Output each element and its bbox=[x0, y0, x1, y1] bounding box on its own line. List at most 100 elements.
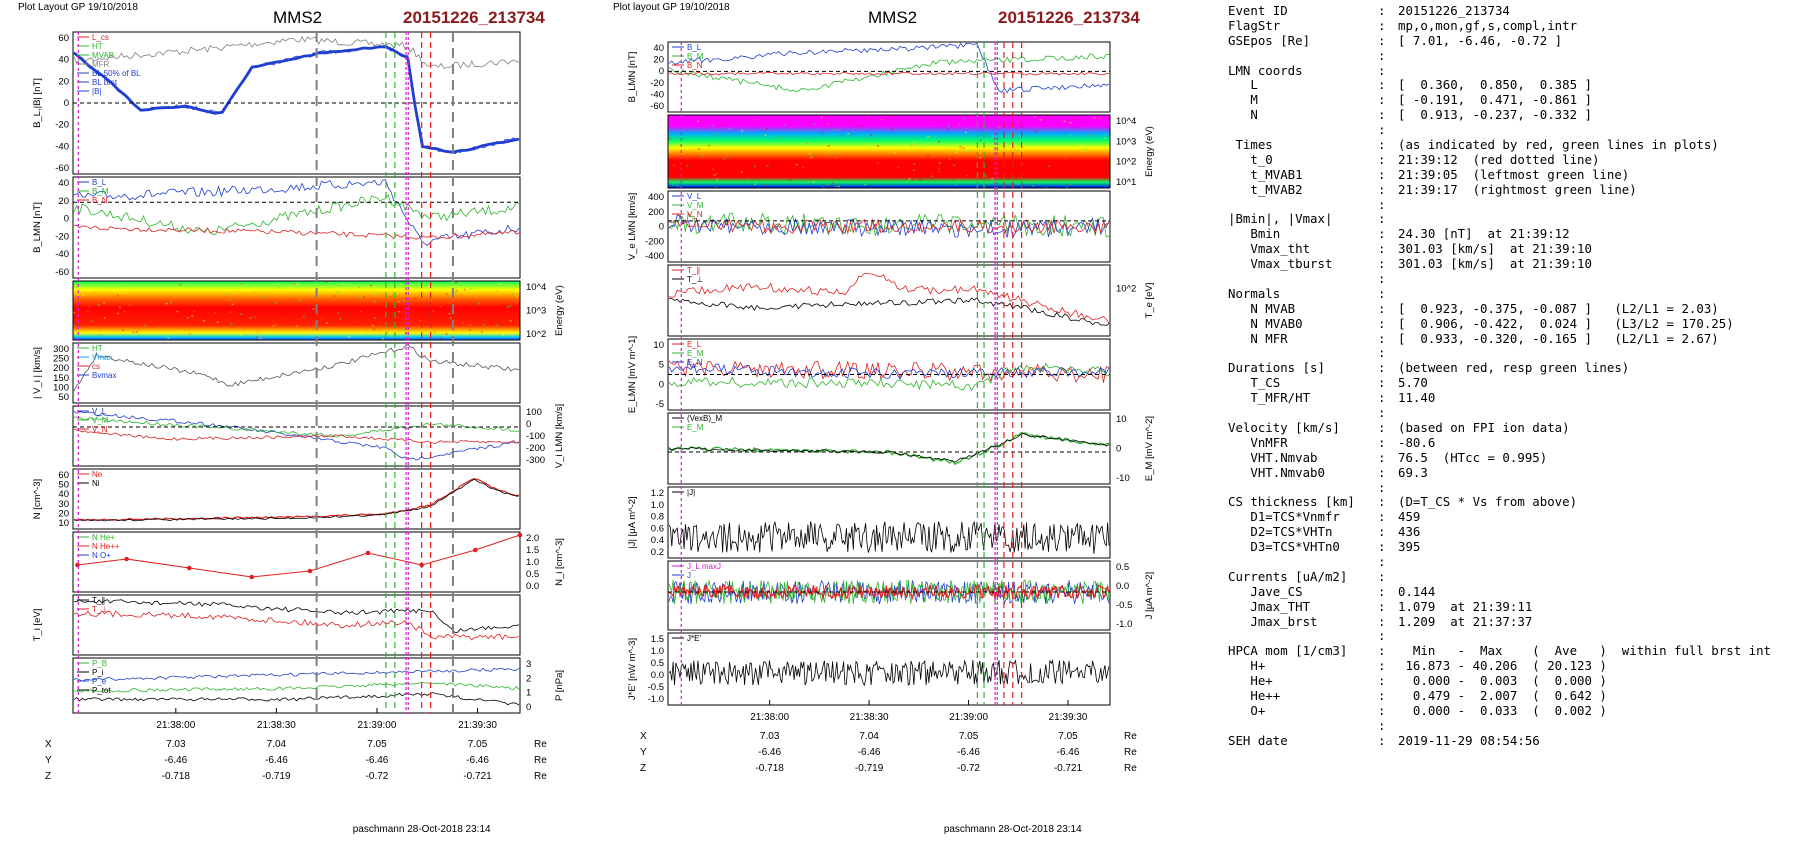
spec-speckle bbox=[122, 329, 125, 331]
spec-speckle bbox=[374, 317, 377, 319]
spec-speckle bbox=[284, 312, 287, 314]
tick-label: 10^3 bbox=[526, 306, 546, 317]
series-line-1 bbox=[668, 297, 1110, 326]
legend-entry: L_cs bbox=[92, 33, 109, 42]
coord-unit: Re bbox=[534, 755, 547, 766]
tick-label: 60 bbox=[58, 33, 69, 44]
spec-speckle bbox=[859, 125, 862, 127]
spec-speckle bbox=[382, 338, 384, 340]
info-value: [ 0.360, 0.850, 0.385 ] bbox=[1398, 77, 1592, 93]
coord-value: 7.05 bbox=[468, 739, 488, 750]
legend-entry: N O+ bbox=[92, 551, 111, 560]
spec-speckle bbox=[118, 306, 121, 309]
spec-speckle bbox=[325, 322, 328, 324]
spec-speckle bbox=[188, 333, 191, 335]
series-line-0 bbox=[668, 273, 1110, 324]
tick-label: 3 bbox=[526, 659, 531, 670]
spec-speckle bbox=[97, 304, 100, 306]
spec-speckle bbox=[1090, 133, 1093, 136]
tick-label: 10^2 bbox=[1116, 284, 1136, 295]
spec-speckle bbox=[123, 310, 126, 313]
spec-speckle bbox=[753, 165, 756, 168]
panel-frame bbox=[72, 176, 521, 279]
spec-speckle bbox=[728, 128, 731, 130]
time-tick-label: 21:39:30 bbox=[1049, 712, 1088, 723]
tick-label: 0 bbox=[659, 379, 664, 390]
spec-speckle bbox=[277, 283, 280, 285]
info-colon: : bbox=[1378, 405, 1386, 421]
axis-label: V_i LMN [km/s] bbox=[554, 404, 565, 468]
tick-label: 20 bbox=[58, 508, 69, 519]
spec-speckle bbox=[877, 145, 880, 147]
spec-speckle bbox=[911, 143, 914, 146]
spec-speckle bbox=[73, 324, 76, 326]
coord-value: 7.04 bbox=[859, 731, 879, 742]
spec-speckle bbox=[295, 325, 298, 327]
spec-speckle bbox=[931, 175, 933, 177]
panel-frame bbox=[72, 531, 521, 593]
spec-speckle bbox=[723, 158, 726, 160]
spec-speckle bbox=[359, 322, 362, 324]
coord-unit: Re bbox=[1124, 731, 1137, 742]
axis-label: Energy (eV) bbox=[1144, 126, 1155, 177]
spec-speckle bbox=[766, 164, 769, 167]
info-row: VHT.Nmvab:76.5 (HTcc = 0.995) bbox=[1228, 449, 1798, 466]
coord-value: -6.46 bbox=[1057, 747, 1080, 758]
spec-speckle bbox=[802, 166, 804, 169]
axis-label: B_L,|B| [nT] bbox=[32, 78, 43, 128]
series-line-0 bbox=[668, 659, 1110, 687]
spec-speckle bbox=[912, 169, 915, 171]
coord-value: -0.718 bbox=[755, 763, 784, 774]
spec-speckle bbox=[985, 175, 988, 177]
spec-speckle bbox=[740, 163, 743, 165]
info-row: HPCA mom [1/cm3]: Min - Max ( Ave ) with… bbox=[1228, 643, 1798, 659]
spec-speckle bbox=[498, 283, 501, 285]
coord-row-label: Z bbox=[640, 763, 646, 774]
info-colon: : bbox=[1378, 449, 1386, 465]
info-row: FlagStr: mp,o,mon,gf,s,compl,intr bbox=[1228, 18, 1798, 34]
spec-speckle bbox=[445, 333, 448, 335]
spec-speckle bbox=[363, 296, 366, 299]
spec-speckle bbox=[1047, 165, 1050, 168]
spec-speckle bbox=[672, 184, 675, 186]
spec-speckle bbox=[253, 316, 256, 318]
spec-speckle bbox=[445, 293, 448, 295]
spec-speckle bbox=[811, 154, 814, 156]
spec-speckle bbox=[847, 132, 850, 135]
tick-label: 300 bbox=[53, 344, 69, 355]
tick-label: 20 bbox=[58, 76, 69, 87]
info-value: 21:39:05 (leftmost green line) bbox=[1398, 166, 1630, 182]
series-line-0 bbox=[668, 432, 1110, 466]
info-row: : bbox=[1228, 480, 1798, 496]
tick-label: 30 bbox=[58, 499, 69, 510]
spec-speckle bbox=[1066, 186, 1069, 188]
spec-speckle bbox=[1065, 157, 1068, 160]
spec-speckle bbox=[191, 315, 194, 317]
spec-speckle bbox=[291, 281, 294, 284]
info-colon: : bbox=[1378, 687, 1386, 703]
info-colon: : bbox=[1378, 211, 1386, 227]
info-key: t_MVAB2 bbox=[1228, 182, 1303, 197]
info-key: GSEpos [Re] bbox=[1228, 33, 1311, 48]
spec-speckle bbox=[958, 123, 961, 125]
info-row: : bbox=[1228, 346, 1798, 361]
spec-speckle bbox=[741, 130, 744, 132]
info-key bbox=[1228, 123, 1378, 138]
tick-label: 250 bbox=[53, 354, 69, 365]
spec-speckle bbox=[123, 291, 126, 293]
legend-entry: B_N bbox=[687, 61, 703, 70]
footer-text: paschmann 28-Oct-2018 23:14 bbox=[944, 824, 1082, 835]
info-value: (based on FPI ion data) bbox=[1398, 419, 1570, 435]
tick-label: -0.5 bbox=[1116, 600, 1132, 611]
info-row: Velocity [km/s]: (based on FPI ion data) bbox=[1228, 419, 1798, 436]
info-value: (D=T_CS * Vs from above) bbox=[1398, 494, 1578, 510]
info-row: D2=TCS*VHTn:436 bbox=[1228, 524, 1798, 540]
series-line-1 bbox=[73, 610, 520, 641]
spec-speckle bbox=[336, 291, 339, 293]
panel-5: 10 0 -10 E_M [mV m^-2] (VexB)_ME_M bbox=[667, 412, 1155, 485]
info-row: Times: (as indicated by red, green lines … bbox=[1228, 137, 1798, 153]
panel-1: 40 20 0 -20 -40 -60 B_LMN [nT] B_LB_MB_N bbox=[32, 176, 521, 279]
info-value: 0.479 - 2.007 ( 0.642 ) bbox=[1398, 687, 1607, 703]
spec-speckle bbox=[702, 154, 705, 157]
